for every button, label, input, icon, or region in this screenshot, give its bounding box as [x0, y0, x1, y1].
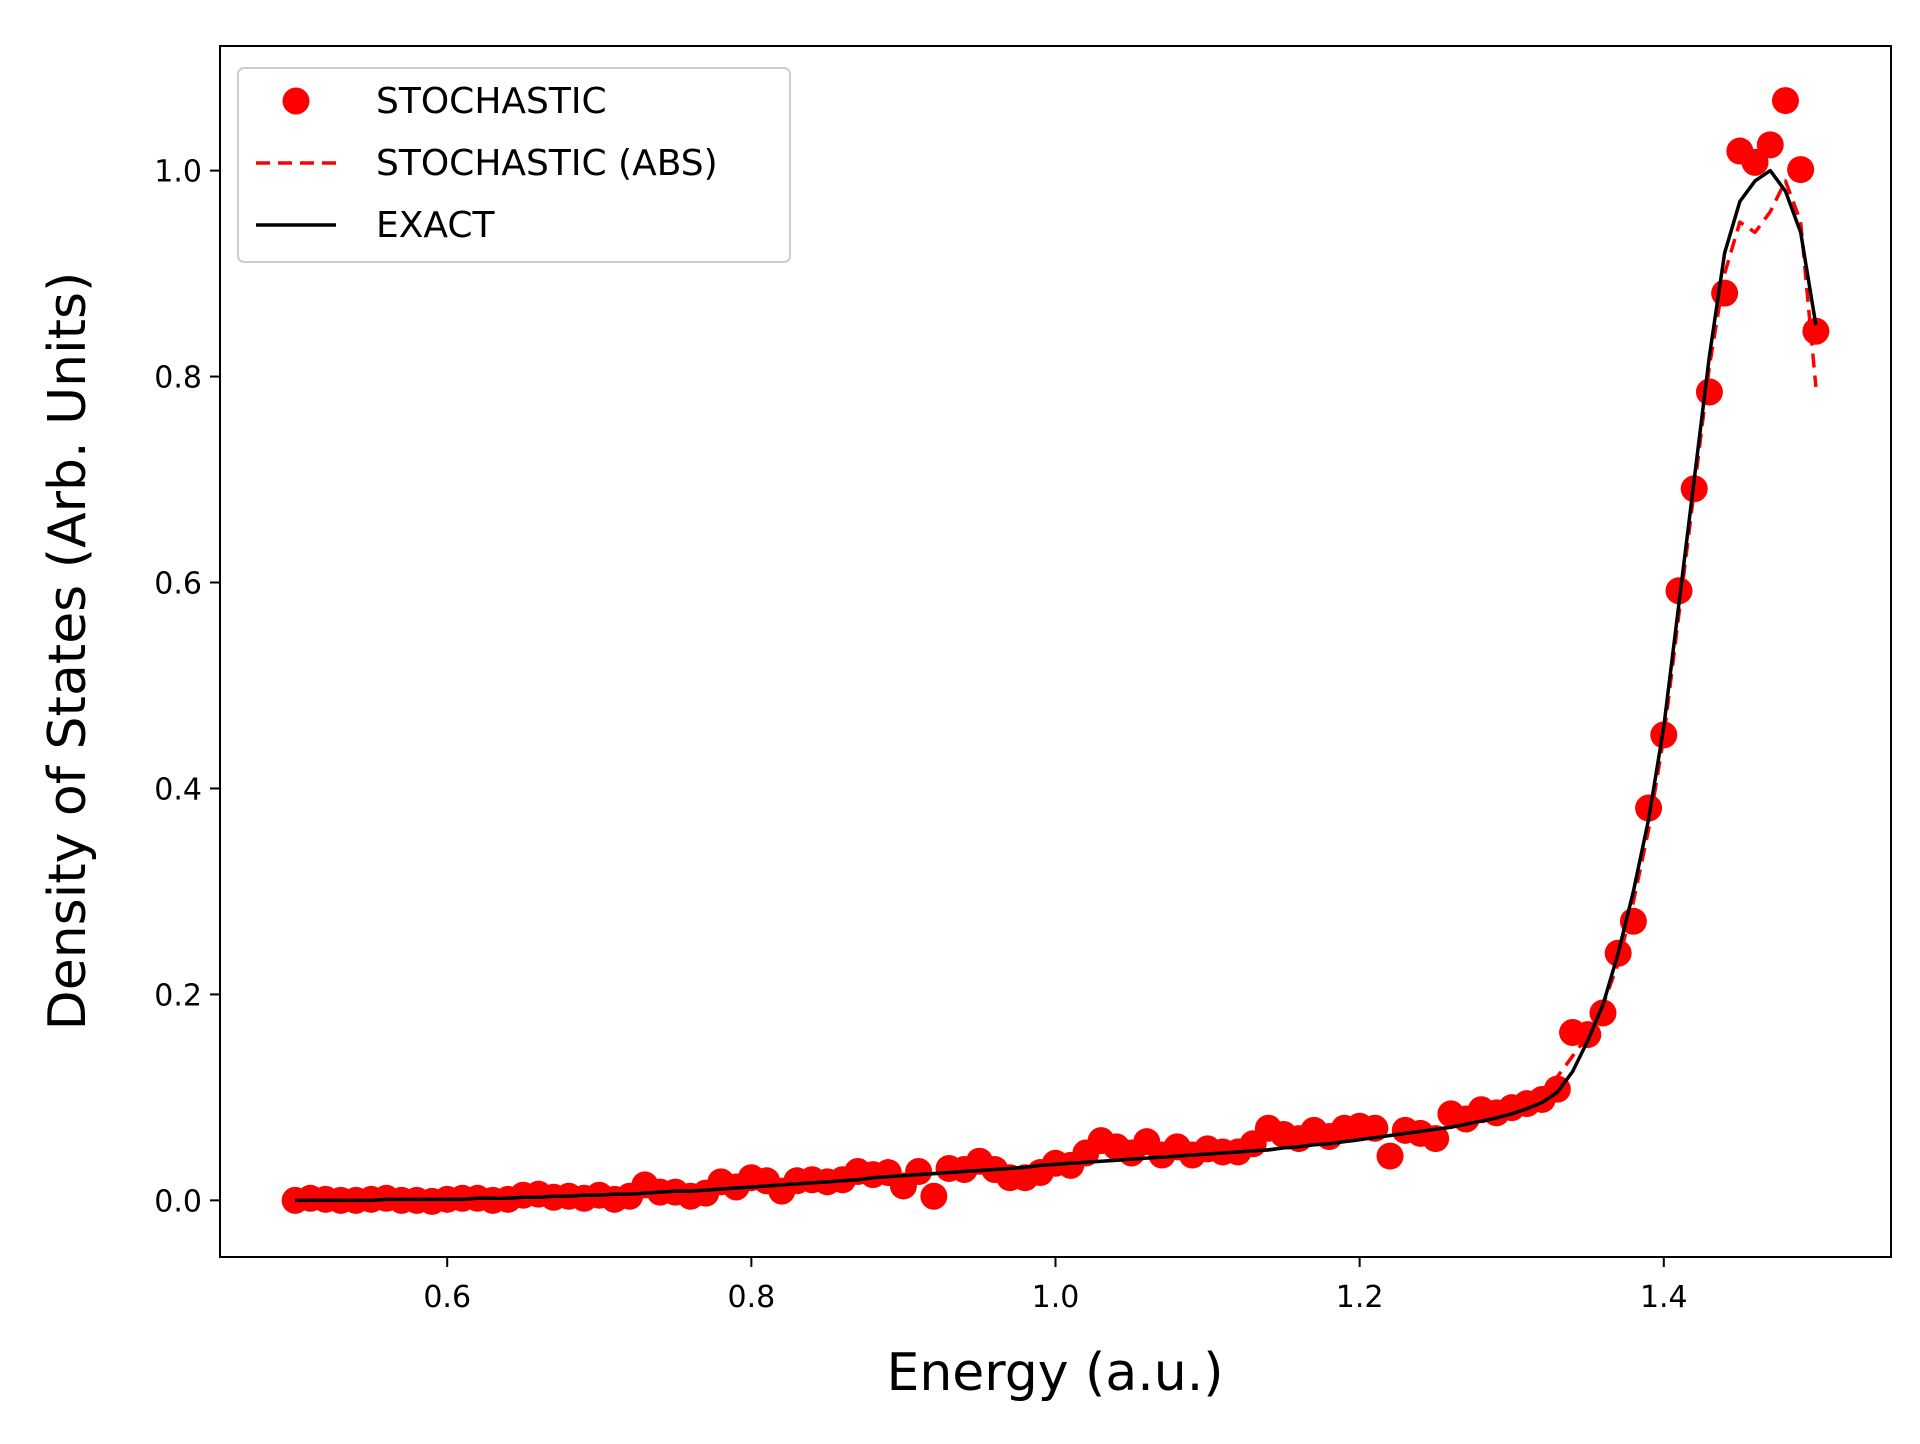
- data-point: [1787, 156, 1815, 184]
- x-tick-label: 0.6: [423, 1280, 471, 1315]
- x-axis-label: Energy (a.u.): [886, 1343, 1223, 1403]
- legend-swatch: [282, 87, 310, 115]
- data-point: [1741, 148, 1769, 176]
- data-point: [1802, 317, 1830, 345]
- x-tick-label: 0.8: [727, 1280, 775, 1315]
- legend-box: [237, 67, 791, 263]
- legend-label: STOCHASTIC: [376, 81, 607, 122]
- data-point: [1756, 131, 1784, 159]
- x-tick-label: 1.4: [1640, 1280, 1688, 1315]
- plot-area: [281, 87, 1830, 1215]
- legend-label: STOCHASTIC (ABS): [376, 143, 718, 184]
- x-tick-label: 1.2: [1336, 1280, 1384, 1315]
- plot-frame: [219, 45, 1892, 1258]
- legend-label: EXACT: [376, 205, 496, 246]
- data-point: [920, 1182, 948, 1210]
- x-tick-label: 1.0: [1032, 1280, 1080, 1315]
- data-point: [905, 1158, 933, 1186]
- y-tick-label: 0.6: [154, 567, 202, 602]
- y-tick-label: 0.8: [154, 361, 202, 396]
- data-line: [295, 168, 1818, 1203]
- y-axis-label: Density of States (Arb. Units): [38, 272, 98, 1031]
- data-point: [1695, 378, 1723, 406]
- y-tick-label: 0.4: [154, 772, 202, 807]
- data-point: [1376, 1142, 1404, 1170]
- data-point: [1635, 794, 1663, 822]
- y-tick-label: 0.0: [154, 1184, 202, 1219]
- y-tick-label: 0.2: [154, 978, 202, 1013]
- y-tick-label: 1.0: [154, 155, 202, 190]
- data-point: [1771, 87, 1799, 115]
